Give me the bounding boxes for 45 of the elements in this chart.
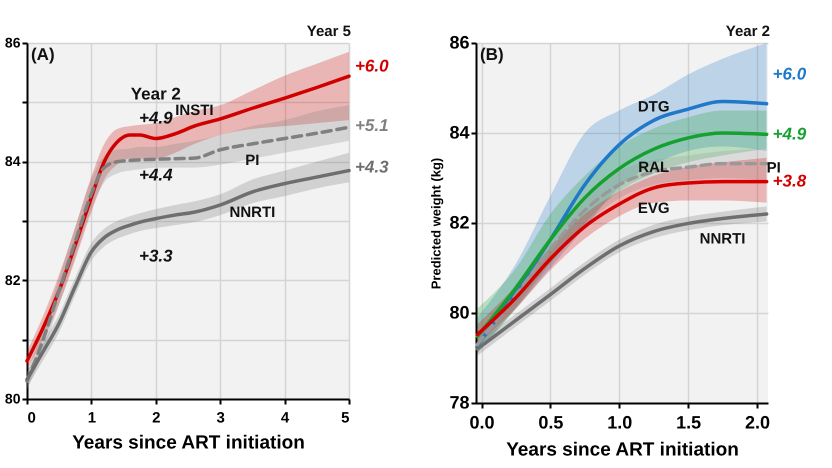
x-tick-label: 3 (216, 410, 225, 426)
series-label: RAL (638, 159, 670, 176)
y-tick-label: 84 (449, 122, 470, 142)
annotation: +6.0 (772, 64, 807, 84)
chart-title: (A) (31, 45, 55, 64)
x-tick-label: 2 (152, 410, 160, 426)
series-label: EVG (638, 200, 670, 217)
series-label: NNRTI (229, 204, 276, 221)
x-tick-label: 0 (28, 410, 36, 426)
x-axis-title: Years since ART initiation (506, 440, 739, 460)
x-axis-title: Years since ART initiation (72, 432, 305, 454)
annotation: +4.4 (139, 165, 174, 184)
y-tick-label: 80 (4, 390, 21, 406)
annotation: Year 2 (130, 84, 181, 104)
y-axis-title: Predicted weight (kg) (428, 158, 444, 290)
annotation: +6.0 (355, 56, 390, 76)
y-tick-label: 86 (449, 32, 470, 52)
text: Year 5 (306, 23, 351, 40)
line-series (476, 180, 768, 336)
x-tick-label: 0.0 (469, 412, 495, 432)
x-tick-label: 2.0 (744, 412, 770, 432)
y-tick-label: 82 (4, 272, 21, 288)
series-label: DTG (638, 98, 670, 116)
x-tick-label: 1.0 (607, 412, 632, 432)
x-tick-label: 1 (88, 410, 96, 426)
series-label: NNRTI (700, 230, 746, 248)
x-tick-label: 4 (280, 410, 290, 426)
line-series (476, 131, 768, 338)
series-label: INSTI (175, 102, 214, 120)
annotation: +5.1 (355, 116, 389, 136)
annotation: +4.3 (355, 158, 390, 177)
annotation: +4.9 (139, 108, 174, 128)
y-tick-label: 86 (4, 34, 21, 50)
y-tick-label: 80 (449, 302, 470, 322)
chart-title: (B) (480, 45, 504, 64)
x-tick-label: 0.5 (538, 412, 564, 432)
x-tick-label: 5 (341, 410, 350, 426)
annotation: +3.3 (139, 246, 174, 266)
x-tick-label: 1.5 (676, 412, 702, 432)
text: Year 2 (726, 23, 770, 40)
y-tick-label: 78 (449, 392, 470, 412)
y-tick-label: 84 (4, 153, 21, 170)
annotation: +4.9 (772, 124, 807, 144)
series-label: PI (245, 152, 260, 169)
y-tick-label: 82 (449, 212, 470, 232)
